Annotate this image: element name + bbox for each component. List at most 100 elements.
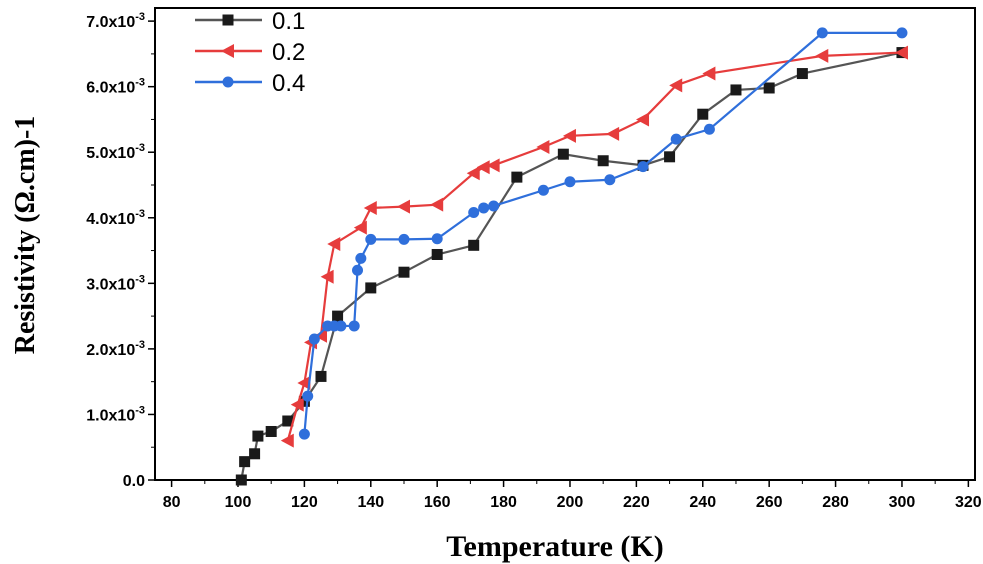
data-point [597,155,609,167]
data-point [320,269,334,284]
y-tick-label: 6.0x10-3 [86,77,145,97]
data-point [763,82,775,94]
series-line [286,51,903,441]
x-tick-label: 280 [822,494,849,511]
data-point [315,370,327,382]
x-tick-label: 160 [424,494,451,511]
y-axis-title: Resistivity (Ω.cm)-1 [10,116,41,355]
x-tick-label: 120 [291,494,318,511]
data-point [313,328,327,343]
data-point [332,310,344,322]
x-tick-label: 140 [357,494,384,511]
data-point [606,126,620,141]
data-point [468,239,480,251]
x-tick-label: 260 [756,494,783,511]
data-point [815,48,829,63]
data-point [398,266,410,278]
x-tick-label: 240 [689,494,716,511]
data-point [249,448,261,460]
series-line [240,51,903,481]
axis-ticks: 80 100 120 140 160 180 200 220 240 260 280 300 320 0.… [86,11,982,511]
data-point [298,428,310,440]
data-point [348,320,360,332]
data-point [476,160,490,175]
data-point [265,425,277,437]
data-point [298,395,310,407]
legend-marker [221,44,234,58]
data-point [604,174,616,186]
data-point [431,233,443,245]
data-point [282,415,294,427]
data-point [290,397,304,412]
y-tick-label: 3.0x10-3 [86,273,145,293]
data-point [703,123,715,135]
data-point [564,176,576,188]
series-0-4 [298,27,908,440]
data-point [352,264,364,276]
data-point [730,84,742,96]
data-point [280,433,294,448]
data-point [896,27,908,39]
data-point [511,171,523,183]
x-tick-label: 320 [955,494,982,511]
data-point [466,166,480,181]
data-point [431,248,443,260]
x-tick-label: 180 [490,494,517,511]
data-point [664,151,676,163]
y-tick-label: 4.0x10-3 [86,208,145,228]
x-tick-label: 200 [557,494,584,511]
x-tick-label: 220 [623,494,650,511]
data-point [297,375,311,390]
x-tick-label: 80 [163,494,181,511]
legend-marker [222,76,234,88]
y-axis-title-main: Resistivity (Ω.cm) [10,139,41,354]
data-point [669,78,683,93]
y-tick-label: 0.0 [123,473,145,490]
data-point [894,45,908,60]
y-axis-title-suffix: -1 [10,116,41,139]
data-point [697,108,709,120]
data-point [396,199,410,214]
data-point [468,207,480,219]
y-tick-label: 1.0x10-3 [86,404,145,424]
plot-frame [154,7,976,481]
data-point [536,139,550,154]
data-point [252,430,264,442]
data-point [636,112,650,127]
data-point [816,27,828,39]
x-tick-label: 100 [225,494,252,511]
data-point [398,233,410,245]
legend: 0.1 0.2 0.4 [195,8,305,97]
data-point [335,320,347,332]
data-point [302,390,314,402]
series-0-2 [280,45,908,448]
data-point [430,197,444,212]
data-point [557,148,569,160]
x-axis-title: Temperature (K) [446,530,663,563]
legend-label: 0.4 [272,70,305,97]
data-point [365,282,377,294]
legend-label: 0.2 [272,39,305,66]
data-point [637,161,649,173]
data-point [796,68,808,80]
y-tick-label: 7.0x10-3 [86,11,145,31]
legend-marker [222,14,234,26]
data-point [239,456,251,468]
data-point [365,233,377,245]
y-tick-label: 5.0x10-3 [86,142,145,162]
data-point [363,200,377,215]
data-point [355,252,367,264]
series-line [303,31,902,435]
series-layer [235,27,908,486]
data-point [235,474,247,486]
data-point [486,158,500,173]
data-point [327,237,341,251]
data-point [488,200,500,212]
data-point [562,128,576,143]
data-point [537,184,549,196]
data-point [478,202,490,214]
x-tick-label: 300 [889,494,916,511]
data-point [702,66,716,81]
series-0-1 [235,47,908,486]
